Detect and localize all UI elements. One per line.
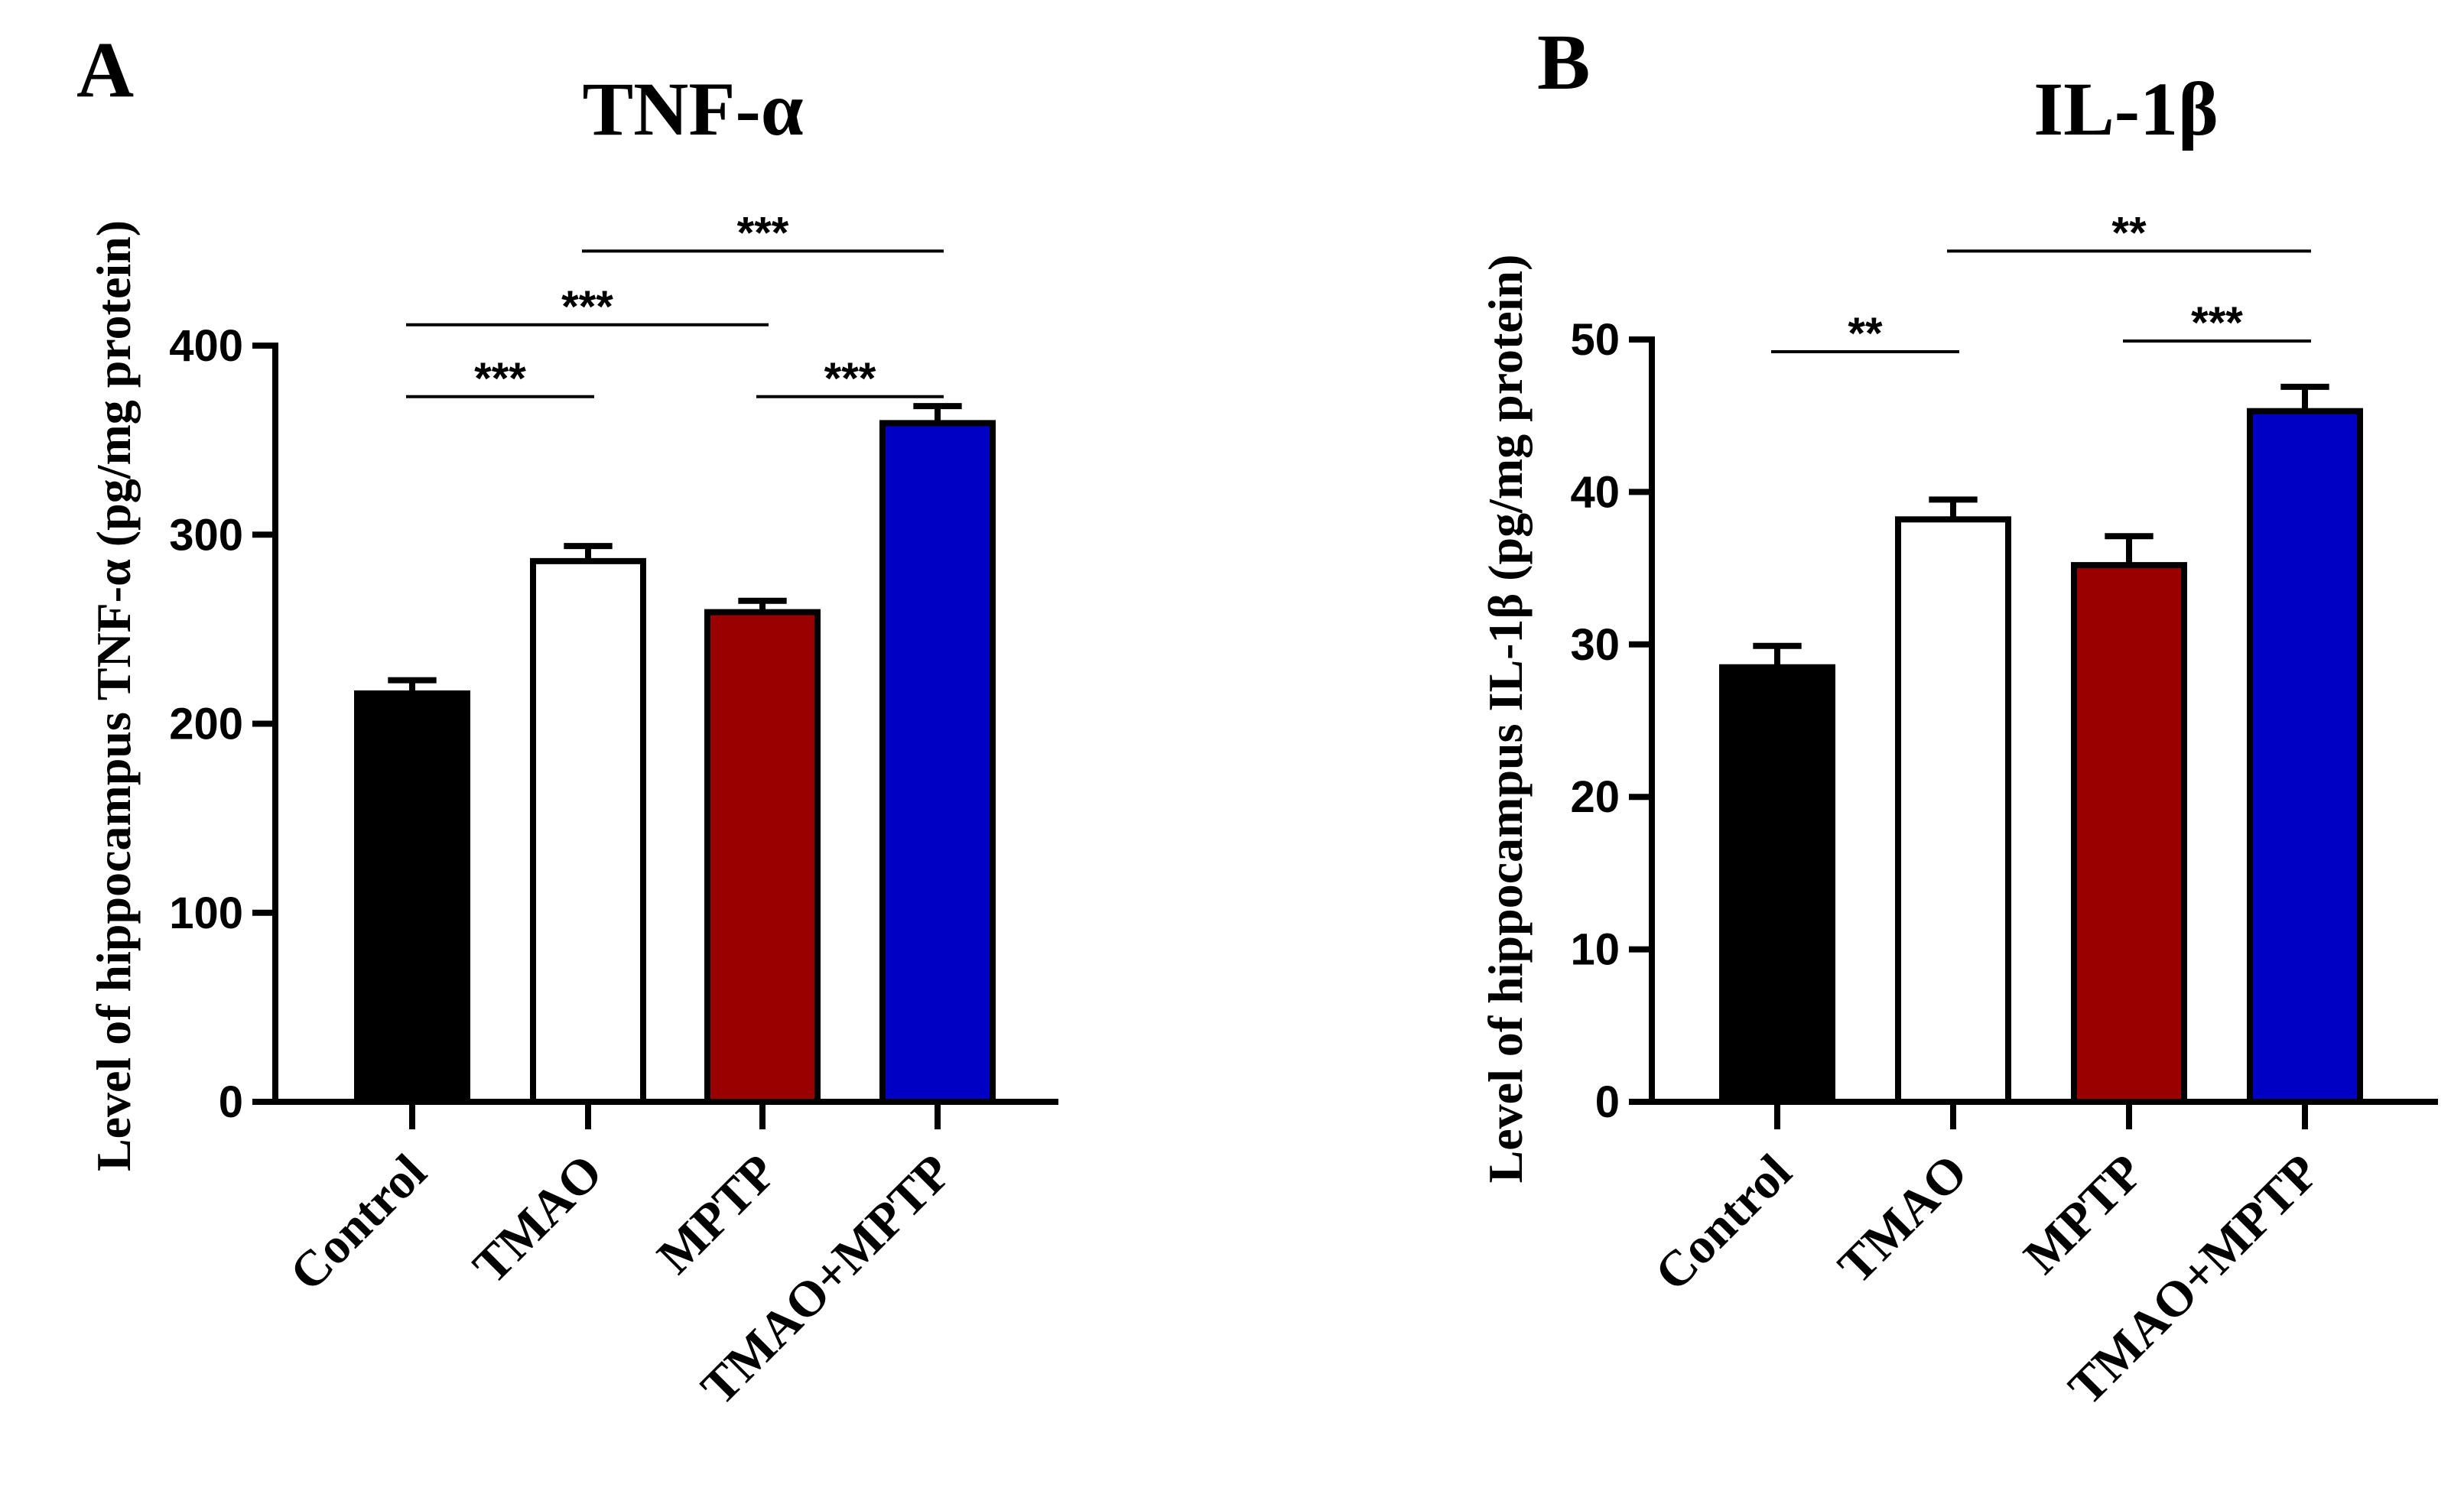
y-tick-label: 0 <box>1595 1077 1620 1127</box>
bar-tmao-mptp <box>2247 408 2363 1105</box>
chart-title-a: TNF-α <box>582 67 803 151</box>
significance-label: *** <box>474 354 526 404</box>
y-tick-label: 40 <box>1570 467 1620 517</box>
bar-tmao <box>1895 516 2011 1105</box>
bar-control <box>354 690 470 1105</box>
y-tick-label: 300 <box>169 510 243 560</box>
y-axis-label-a: Level of hippocampus TNF-α (pg/mg protei… <box>86 220 141 1171</box>
bar-mptp <box>704 609 821 1105</box>
significance-label: ** <box>2111 208 2147 258</box>
chart-title-b: IL-1β <box>2033 67 2219 151</box>
significance-label: *** <box>561 282 613 332</box>
y-tick-label: 400 <box>169 321 243 371</box>
significance-label: ** <box>1848 309 1883 359</box>
bar-tmao <box>530 557 646 1105</box>
significance-label: *** <box>824 354 876 404</box>
y-tick-label: 50 <box>1570 315 1620 365</box>
panel-letter-a: A <box>76 26 134 114</box>
bar-tmao-mptp <box>879 420 996 1105</box>
significance-label: *** <box>737 208 789 258</box>
y-tick-label: 30 <box>1570 620 1620 670</box>
bar-control <box>1719 664 1835 1105</box>
y-tick-label: 20 <box>1570 772 1620 822</box>
y-tick-label: 100 <box>169 888 243 938</box>
bar-mptp <box>2071 562 2187 1105</box>
significance-label: *** <box>2191 298 2243 348</box>
y-tick-label: 10 <box>1570 925 1620 975</box>
panel-letter-b: B <box>1537 18 1590 106</box>
panel-a: A TNF-α Level of hippocampus TNF-α (pg/m… <box>76 26 1058 1416</box>
panel-b: B IL-1β Level of hippocampus IL-1β (pg/m… <box>1478 18 2438 1416</box>
y-tick-label: 0 <box>219 1077 243 1127</box>
y-axis-label-b: Level of hippocampus IL-1β (pg/mg protei… <box>1478 255 1533 1184</box>
y-tick-label: 200 <box>169 700 243 749</box>
